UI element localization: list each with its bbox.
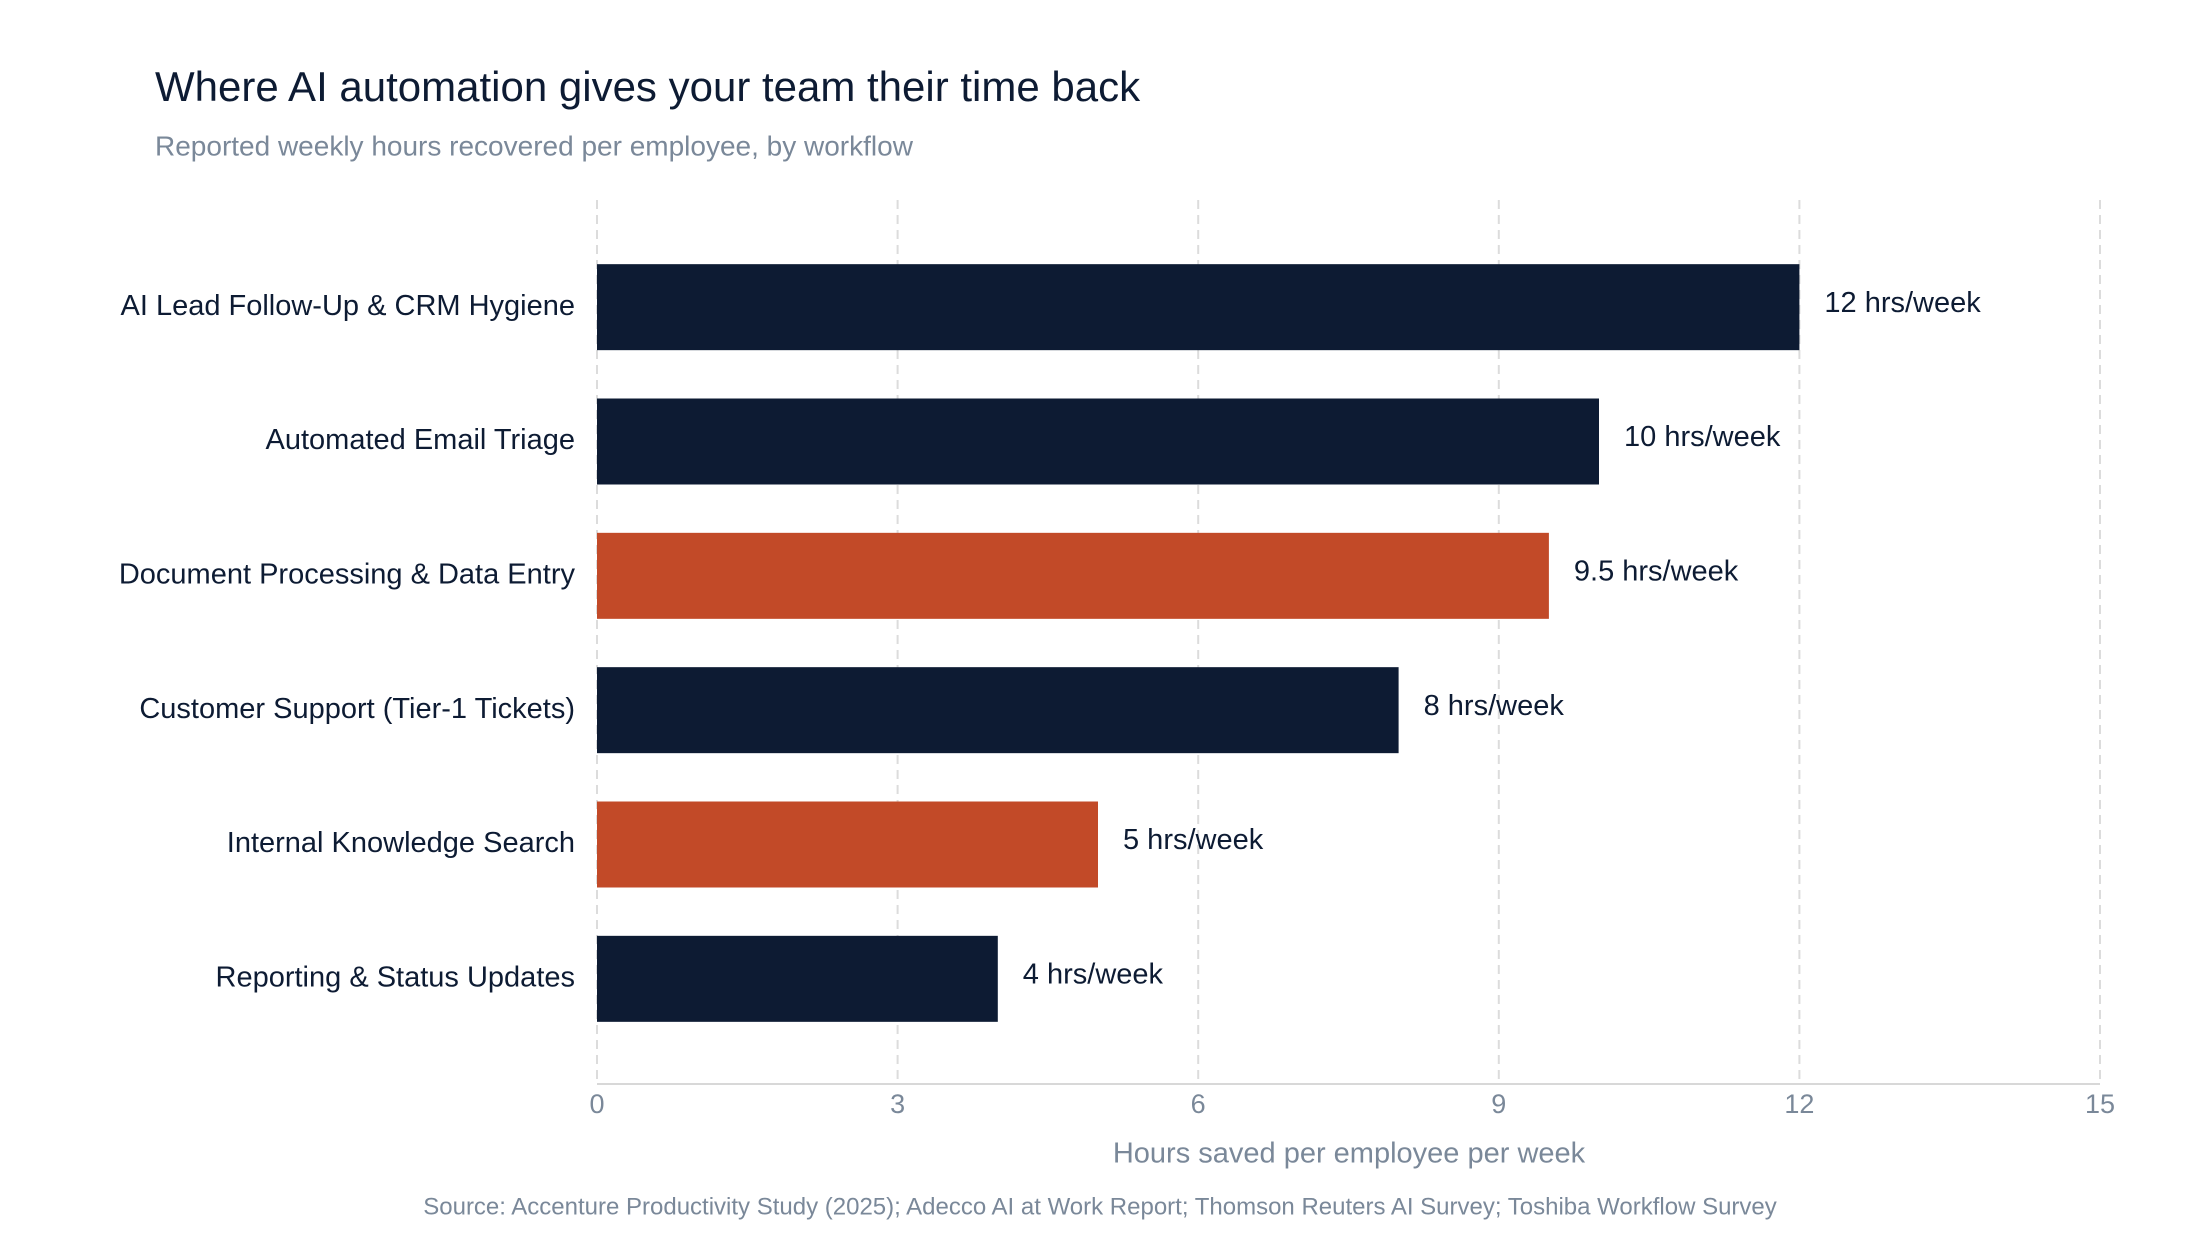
chart-subtitle: Reported weekly hours recovered per empl… bbox=[155, 130, 914, 161]
chart-title: Where AI automation gives your team thei… bbox=[155, 63, 1141, 110]
value-label: 9.5 hrs/week bbox=[1574, 555, 1739, 587]
y-tick-label: Reporting & Status Updates bbox=[216, 961, 575, 993]
value-label: 10 hrs/week bbox=[1624, 421, 1781, 453]
bar bbox=[597, 398, 1599, 485]
x-tick-label: 0 bbox=[589, 1089, 604, 1119]
x-tick-label: 9 bbox=[1491, 1089, 1506, 1119]
value-label: 4 hrs/week bbox=[1023, 958, 1164, 990]
y-tick-label: Customer Support (Tier-1 Tickets) bbox=[139, 693, 575, 725]
y-tick-label: Internal Knowledge Search bbox=[227, 827, 575, 859]
x-tick-label: 3 bbox=[890, 1089, 905, 1119]
x-tick-label: 15 bbox=[2085, 1089, 2115, 1119]
bar bbox=[597, 264, 1800, 351]
x-tick-label: 12 bbox=[1784, 1089, 1814, 1119]
source-note: Source: Accenture Productivity Study (20… bbox=[423, 1193, 1777, 1220]
value-label: 8 hrs/week bbox=[1424, 690, 1565, 722]
bar bbox=[597, 532, 1549, 619]
bar bbox=[597, 935, 998, 1022]
x-axis-title: Hours saved per employee per week bbox=[1113, 1138, 1586, 1170]
value-label: 12 hrs/week bbox=[1824, 287, 1981, 319]
value-label: 5 hrs/week bbox=[1123, 824, 1264, 856]
x-tick-label: 6 bbox=[1191, 1089, 1206, 1119]
bar bbox=[597, 801, 1098, 888]
y-tick-label: Automated Email Triage bbox=[266, 424, 575, 456]
y-tick-label: AI Lead Follow-Up & CRM Hygiene bbox=[120, 290, 575, 322]
y-tick-label: Document Processing & Data Entry bbox=[119, 558, 576, 590]
bar bbox=[597, 667, 1399, 754]
